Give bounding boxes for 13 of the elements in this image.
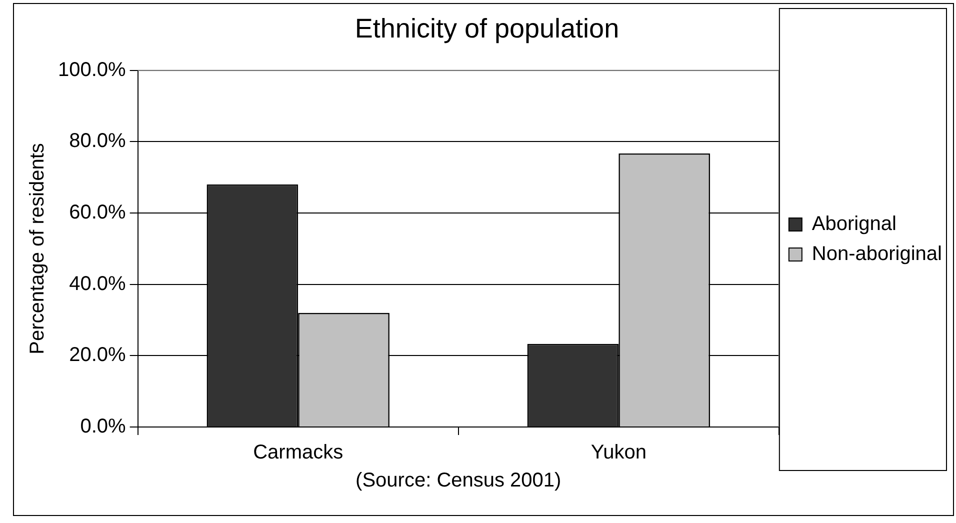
x-tick-label: Carmacks — [253, 442, 344, 464]
y-tick-label: 20.0% — [69, 344, 126, 366]
y-tick-label: 80.0% — [69, 130, 126, 152]
y-tick-label: 60.0% — [69, 202, 126, 224]
y-axis-title: Percentage of residents — [26, 143, 49, 354]
chart-title: Ethnicity of population — [354, 14, 620, 44]
legend-label: Non-aboriginal — [812, 243, 942, 266]
y-tick-label: 0.0% — [80, 416, 126, 438]
legend-label: Aborignal — [812, 213, 896, 236]
y-tick-label: 100.0% — [58, 58, 126, 81]
text: (Source: Census 2001) — [356, 470, 562, 492]
y-tick-label: 40.0% — [69, 272, 126, 295]
x-tick-label: Yukon — [590, 442, 646, 464]
